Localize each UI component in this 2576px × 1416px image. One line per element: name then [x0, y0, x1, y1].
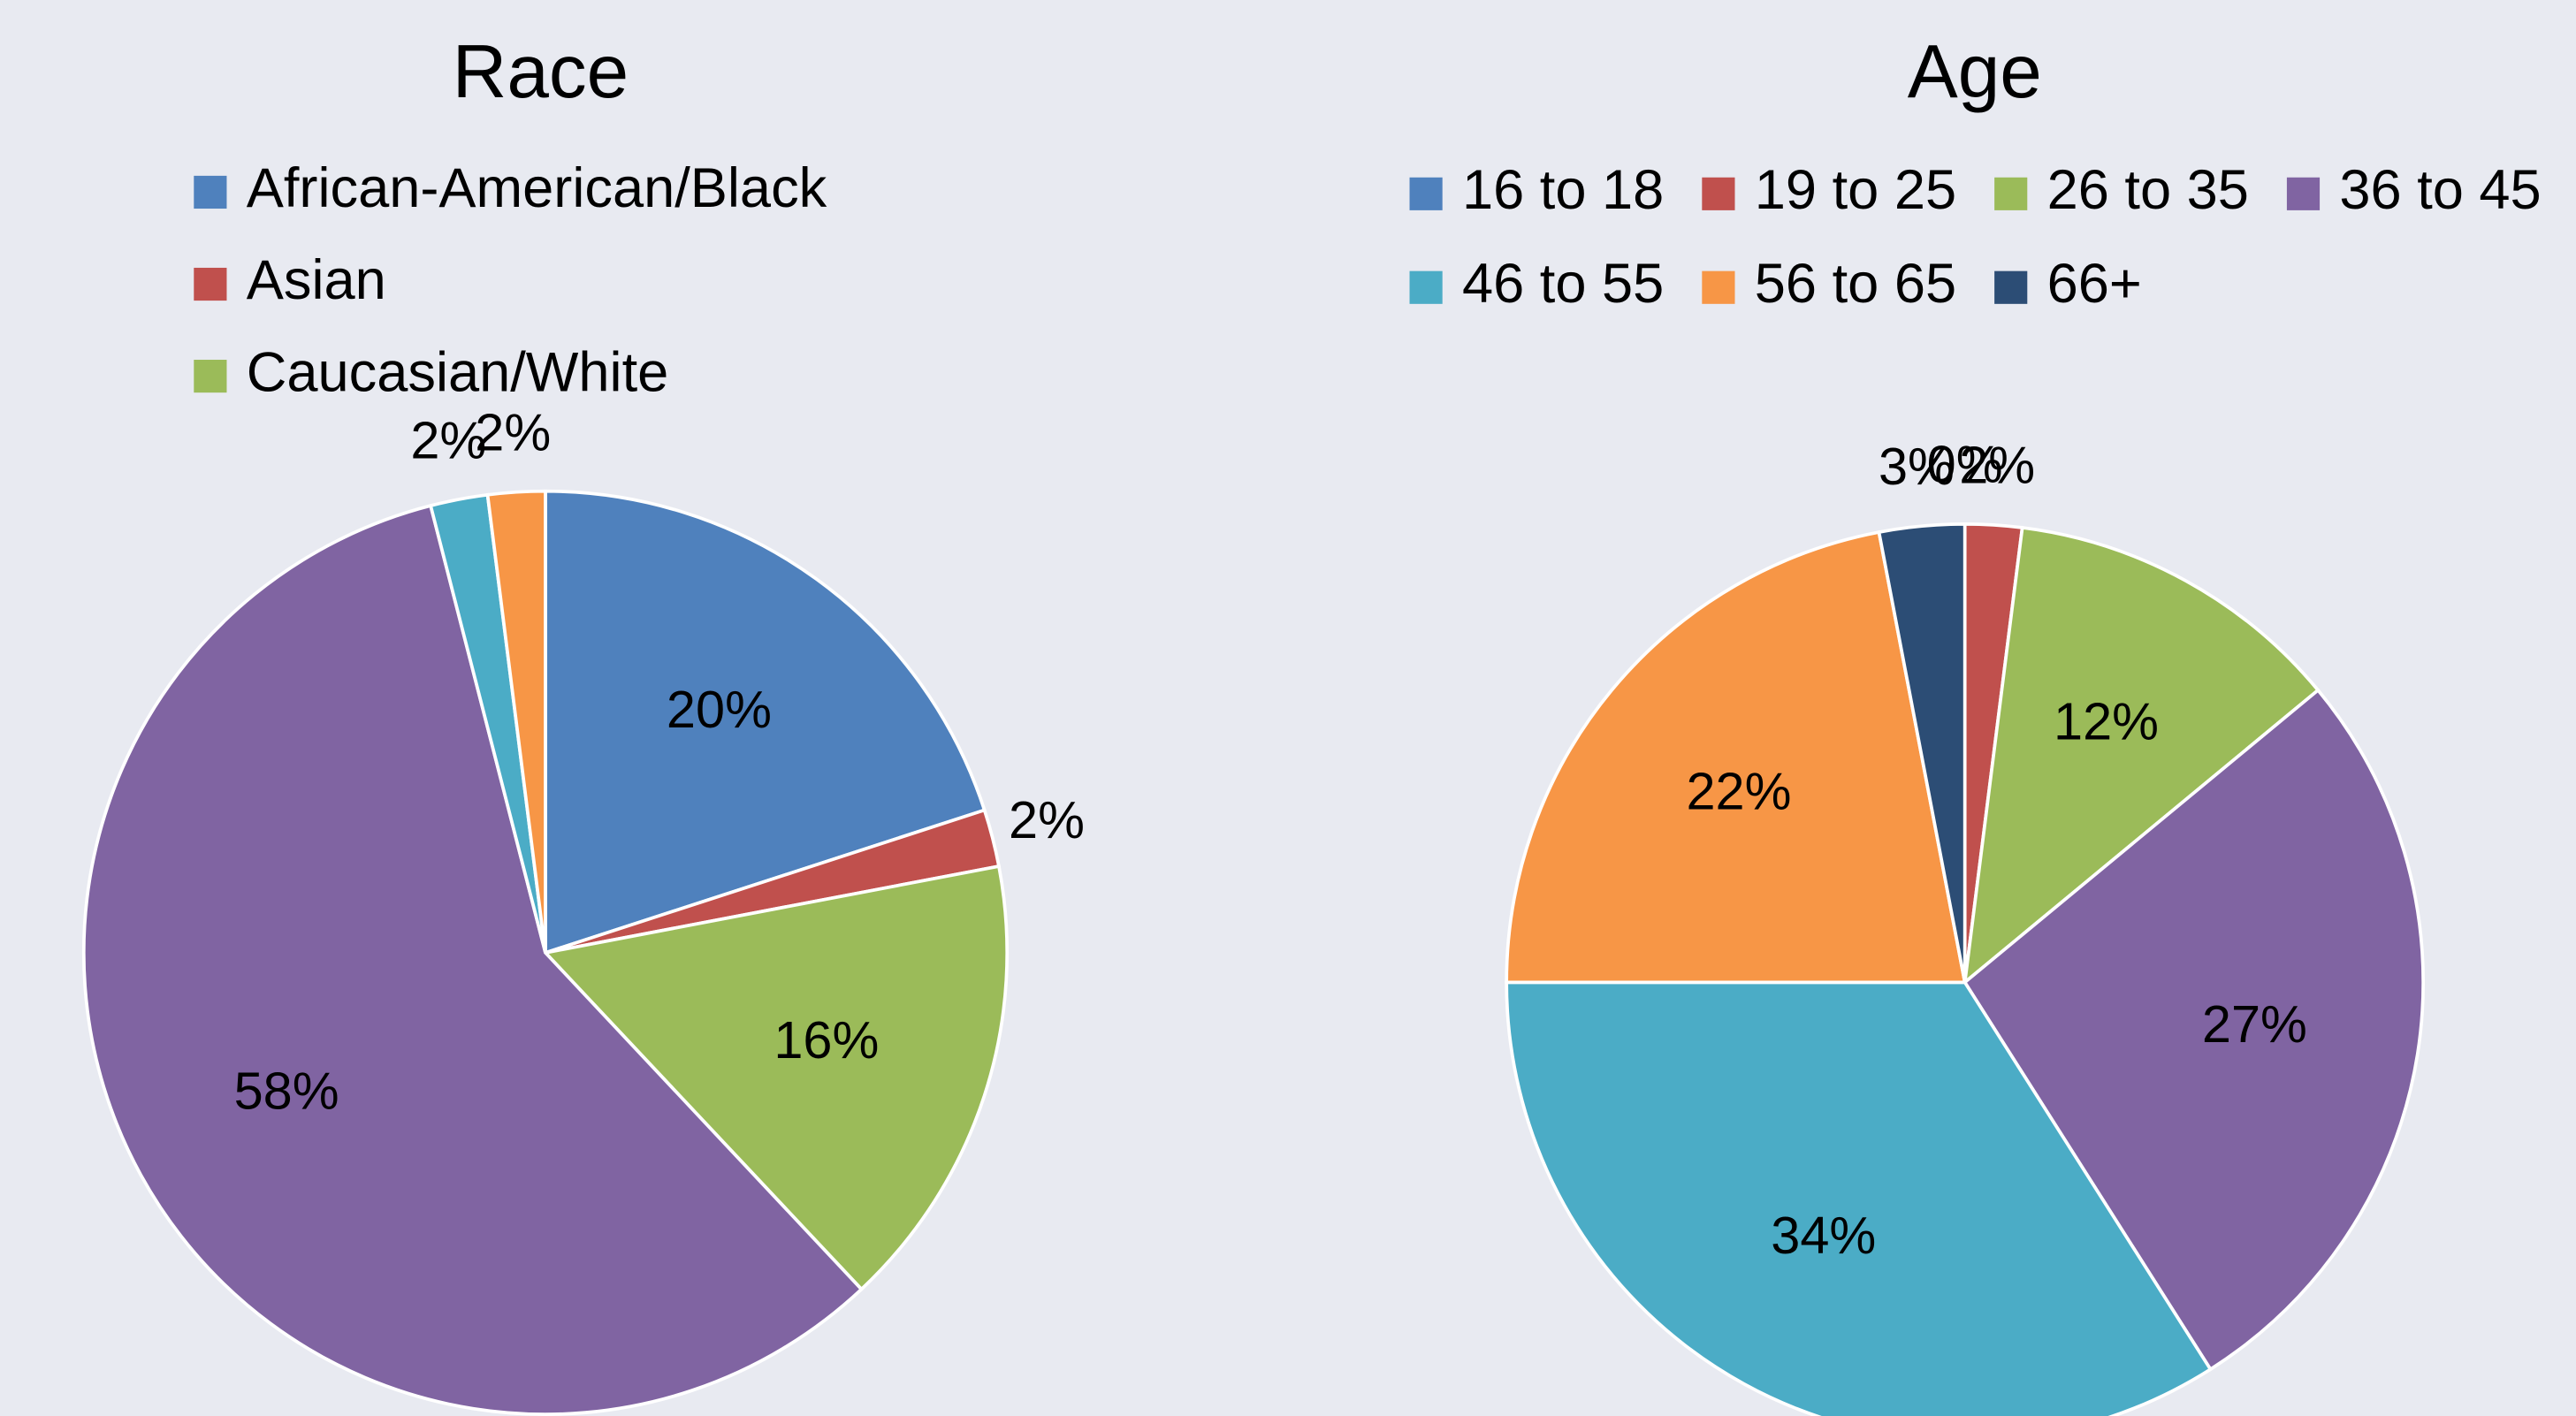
legend-label: Caucasian/White	[247, 341, 669, 403]
legend-label: 56 to 65	[1755, 253, 1956, 315]
legend-label: 19 to 25	[1755, 159, 1956, 221]
data-label: 16%	[774, 1010, 879, 1070]
data-label: 2%	[410, 411, 486, 470]
legend-swatch	[1702, 270, 1735, 304]
pie-slice	[1505, 980, 2214, 1416]
legend-label: 26 to 35	[2047, 159, 2249, 221]
data-label: 0%	[1927, 434, 2003, 493]
legend-label: African-American/Black	[247, 157, 827, 219]
legend-swatch	[1409, 177, 1443, 210]
legend-label: 16 to 18	[1462, 159, 1664, 221]
chart-title: Race	[453, 30, 629, 114]
data-label: 3%	[1879, 437, 1955, 496]
pie-slice	[1505, 529, 1967, 985]
legend-swatch	[194, 360, 227, 393]
data-label: 20%	[667, 680, 772, 739]
data-label: 34%	[1771, 1206, 1876, 1265]
data-label: 27%	[2202, 994, 2307, 1054]
legend-label: 66+	[2047, 253, 2142, 315]
pie-slice	[485, 489, 547, 954]
legend-swatch	[1702, 177, 1735, 210]
legend-swatch	[194, 175, 227, 209]
data-label: 2%	[1959, 436, 2035, 495]
data-label: 58%	[234, 1062, 339, 1121]
pie-slice	[81, 503, 865, 1416]
data-label: 22%	[1686, 762, 1791, 821]
chart-title: Age	[1908, 30, 2042, 114]
legend-label: 46 to 55	[1462, 253, 1664, 315]
pie-slice	[1877, 521, 1967, 983]
legend-label: Asian	[247, 249, 386, 311]
data-label: 2%	[475, 402, 551, 461]
pie-slice	[542, 864, 1010, 1292]
data-label: 12%	[2054, 691, 2159, 750]
legend-swatch	[194, 267, 227, 301]
pie-slice	[1962, 525, 2321, 986]
pie-slice	[1962, 688, 2426, 1372]
data-label: 2%	[1009, 790, 1085, 849]
pie-slice	[544, 489, 987, 955]
legend-swatch	[1409, 270, 1443, 304]
legend-swatch	[1994, 270, 2028, 304]
legend-swatch	[2286, 177, 2321, 210]
legend-label: 36 to 45	[2339, 159, 2541, 221]
legend-swatch	[1994, 177, 2028, 210]
